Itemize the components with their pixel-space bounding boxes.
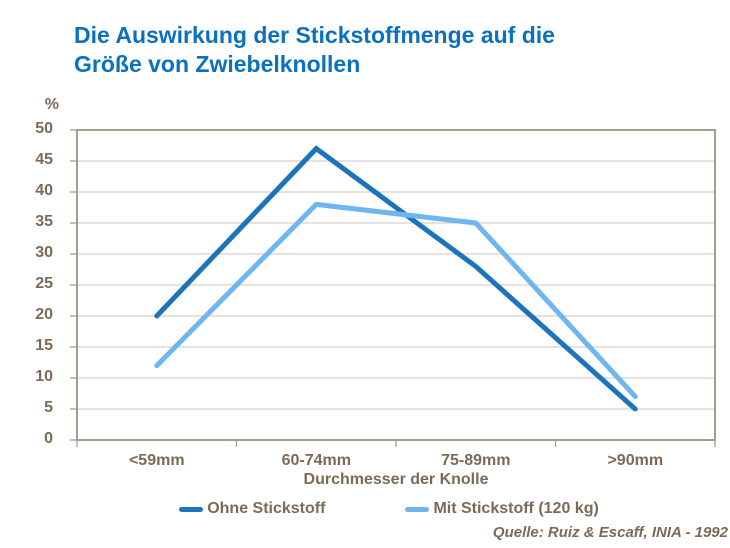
source-attribution: Quelle: Ruiz & Escaff, INIA - 1992 xyxy=(492,524,728,541)
y-axis-tick-label: 30 xyxy=(35,244,53,261)
series-line-0 xyxy=(154,145,638,412)
line-sample-icon xyxy=(405,506,430,512)
legend-label: Mit Stickstoff (120 kg) xyxy=(433,500,599,517)
y-axis-tick-label: 25 xyxy=(35,275,53,292)
chart-title-line-2: Größe von Zwiebelknollen xyxy=(74,51,361,77)
y-axis-tick-label: 40 xyxy=(35,182,53,199)
line-sample-icon xyxy=(179,506,204,512)
y-axis-tick-label: 10 xyxy=(35,368,53,385)
y-axis-tick-label: 35 xyxy=(35,213,53,230)
x-axis-tick-label: <59mm xyxy=(128,452,185,469)
chart-legend: Ohne Stickstoff Mit Stickstoff (120 kg) xyxy=(70,499,708,519)
x-axis-tick-label: 75-89mm xyxy=(441,452,511,469)
legend-label: Ohne Stickstoff xyxy=(207,500,326,517)
y-axis-tick-label: 5 xyxy=(44,399,53,416)
y-axis-tick-label: 50 xyxy=(35,120,53,137)
y-axis-unit-label: % xyxy=(44,96,59,113)
x-axis-tick-label: >90mm xyxy=(607,452,664,469)
y-axis-tick-label: 20 xyxy=(35,306,53,323)
x-axis-tick-label: 60-74mm xyxy=(281,452,351,469)
legend-item-mit-stickstoff: Mit Stickstoff (120 kg) xyxy=(405,500,599,518)
y-axis-tick-label: 15 xyxy=(35,337,53,354)
x-axis-title: Durchmesser der Knolle xyxy=(303,471,489,488)
y-axis-tick-label: 0 xyxy=(44,430,53,447)
legend-item-ohne-stickstoff: Ohne Stickstoff xyxy=(179,500,325,518)
series-line-1 xyxy=(154,201,638,400)
y-axis-tick-label: 45 xyxy=(35,151,53,168)
chart-title-line-1: Die Auswirkung der Stickstoffmenge auf d… xyxy=(74,22,555,48)
chart-title: Die Auswirkung der Stickstoffmenge auf d… xyxy=(74,21,694,79)
